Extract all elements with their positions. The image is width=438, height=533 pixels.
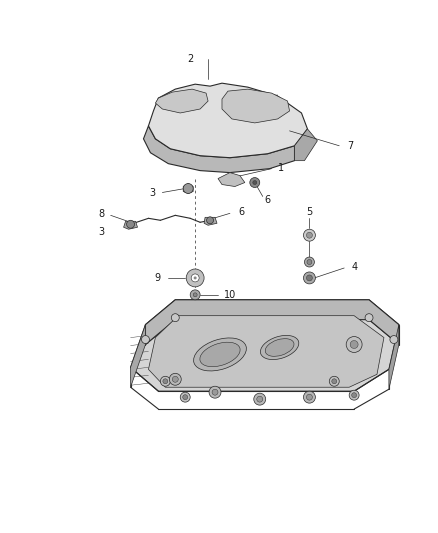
Circle shape (207, 217, 214, 224)
Polygon shape (145, 300, 399, 344)
Circle shape (257, 396, 263, 402)
Text: 5: 5 (306, 207, 313, 217)
Polygon shape (148, 316, 384, 387)
Polygon shape (131, 300, 399, 391)
Circle shape (346, 336, 362, 352)
Polygon shape (124, 221, 138, 229)
Text: 6: 6 (265, 196, 271, 205)
Circle shape (253, 181, 257, 184)
Circle shape (307, 275, 312, 281)
Polygon shape (144, 126, 294, 173)
Circle shape (180, 392, 190, 402)
Circle shape (250, 177, 260, 188)
Circle shape (183, 183, 193, 193)
Circle shape (365, 314, 373, 321)
Circle shape (170, 373, 181, 385)
Circle shape (304, 391, 315, 403)
Ellipse shape (261, 335, 299, 360)
Circle shape (171, 314, 179, 321)
Text: 8: 8 (99, 209, 105, 220)
Text: 6: 6 (238, 207, 244, 217)
Circle shape (127, 220, 134, 228)
Polygon shape (218, 173, 245, 187)
Polygon shape (222, 89, 290, 123)
Circle shape (186, 269, 204, 287)
Circle shape (350, 341, 358, 349)
Text: 4: 4 (351, 262, 357, 272)
Circle shape (163, 379, 168, 384)
Circle shape (304, 272, 315, 284)
Ellipse shape (265, 338, 294, 357)
Text: 7: 7 (347, 141, 353, 151)
Ellipse shape (200, 342, 240, 367)
Polygon shape (183, 183, 193, 193)
Circle shape (329, 376, 339, 386)
Circle shape (390, 336, 398, 343)
Polygon shape (148, 83, 307, 158)
Circle shape (172, 376, 178, 382)
Circle shape (332, 379, 337, 384)
Circle shape (349, 390, 359, 400)
Circle shape (183, 394, 188, 400)
Circle shape (254, 393, 266, 405)
Circle shape (209, 386, 221, 398)
Text: 2: 2 (187, 54, 193, 64)
Text: 10: 10 (224, 290, 236, 300)
Circle shape (304, 257, 314, 267)
Circle shape (307, 232, 312, 238)
Polygon shape (155, 89, 208, 113)
Text: 3: 3 (99, 227, 105, 237)
Text: 3: 3 (149, 189, 155, 198)
Circle shape (307, 394, 312, 400)
Polygon shape (131, 325, 145, 387)
Circle shape (160, 376, 170, 386)
Ellipse shape (194, 338, 247, 371)
Text: 9: 9 (154, 273, 160, 283)
Circle shape (141, 336, 149, 343)
Circle shape (190, 290, 200, 300)
Circle shape (191, 274, 199, 282)
Circle shape (193, 293, 197, 297)
Polygon shape (389, 325, 399, 389)
Polygon shape (204, 217, 217, 225)
Polygon shape (294, 129, 318, 160)
Circle shape (304, 229, 315, 241)
Circle shape (194, 277, 197, 279)
Circle shape (212, 389, 218, 395)
Circle shape (352, 393, 357, 398)
Text: 1: 1 (278, 163, 284, 173)
Circle shape (307, 260, 312, 264)
